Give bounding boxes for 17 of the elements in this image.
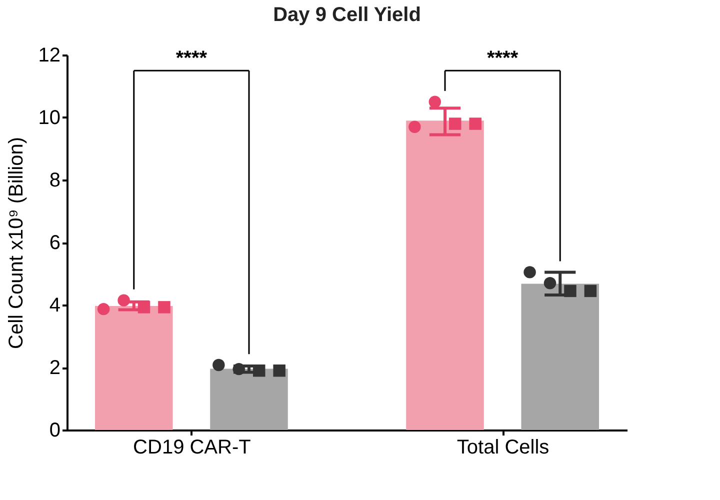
y-tick-label: 2 [49,357,60,379]
y-tick-label: 6 [49,232,60,254]
y-tick-label: 4 [49,294,60,316]
y-tick-label: 8 [49,170,60,192]
y-axis-title: Cell Count x10⁹ (Billion) [5,137,28,349]
bar [406,120,484,430]
bar [95,306,173,430]
bar [521,284,599,430]
y-tick-label: 12 [38,44,60,66]
x-tick-label: Total Cells [456,436,550,458]
x-tick-label: CD19 CAR-T [133,436,251,458]
annotation: **** [176,48,208,70]
bar [210,368,288,430]
y-tick-label: 10 [38,107,60,129]
chart-title: Day 9 Cell Yield [273,4,421,26]
annotation: **** [486,48,518,70]
y-tick-label: 0 [49,420,60,442]
